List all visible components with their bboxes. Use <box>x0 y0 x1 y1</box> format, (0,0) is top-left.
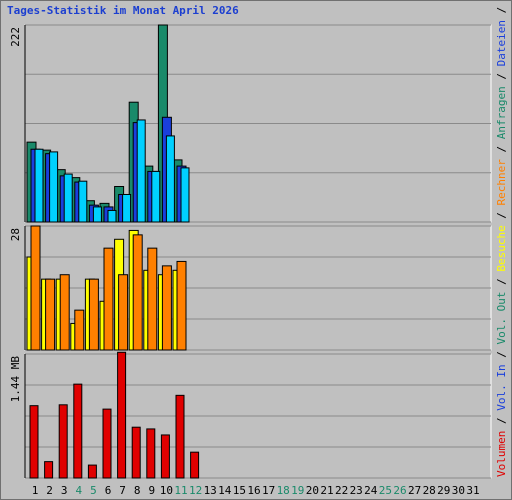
bar-volume-volumen-day-2 <box>44 461 54 479</box>
legend-separator: / <box>495 272 508 292</box>
x-tick-label-day-14: 14 <box>218 484 232 497</box>
bar-visits-rechner-day-8 <box>132 234 143 351</box>
bar-requests-seiten-day-9 <box>151 170 161 223</box>
x-tick-label-day-20: 20 <box>306 484 319 497</box>
bar-requests-seiten-day-10 <box>165 135 175 223</box>
bar-requests-seiten-day-3 <box>63 173 73 223</box>
y-max-label-volume: 1.44 MB <box>9 356 22 403</box>
bar-volume-volumen-day-4 <box>73 383 83 479</box>
bar-visits-rechner-day-9 <box>147 247 158 351</box>
bar-volume-volumen-day-1 <box>29 405 39 479</box>
x-tick-label-day-18: 18 <box>277 484 290 497</box>
x-tick-label-day-22: 22 <box>335 484 348 497</box>
bar-visits-rechner-day-2 <box>45 278 56 351</box>
x-tick-label-day-30: 30 <box>452 484 465 497</box>
x-tick-label-day-21: 21 <box>320 484 333 497</box>
x-tick-label-day-29: 29 <box>437 484 450 497</box>
legend-separator: / <box>495 1 508 20</box>
legend-item-volumen: Volumen <box>495 431 508 477</box>
bar-visits-rechner-day-6 <box>103 247 114 351</box>
x-tick-label-day-27: 27 <box>408 484 421 497</box>
x-tick-label-day-28: 28 <box>423 484 436 497</box>
legend-text: Volumen / Vol. In / Vol. Out / Besuche /… <box>495 1 508 477</box>
x-tick-label-day-24: 24 <box>364 484 378 497</box>
bar-visits-rechner-day-1 <box>30 225 41 351</box>
legend-separator: / <box>495 66 508 86</box>
x-tick-label-day-12: 12 <box>189 484 202 497</box>
legend-item-vol-out: Vol. Out <box>495 292 508 345</box>
x-tick-label-day-1: 1 <box>32 484 39 497</box>
x-tick-label-day-13: 13 <box>204 484 217 497</box>
bar-volume-volumen-day-3 <box>58 404 68 479</box>
bar-volume-volumen-day-5 <box>87 464 97 479</box>
bar-requests-seiten-day-4 <box>78 180 88 223</box>
x-tick-label-day-11: 11 <box>174 484 187 497</box>
bar-requests-seiten-day-7 <box>122 193 132 223</box>
bar-volume-volumen-day-7 <box>117 351 127 479</box>
legend-item-besuche: Besuche <box>495 225 508 271</box>
bar-volume-volumen-day-12 <box>190 451 200 479</box>
x-tick-label-day-31: 31 <box>466 484 479 497</box>
x-tick-label-day-25: 25 <box>379 484 392 497</box>
bar-volume-volumen-day-11 <box>175 394 185 479</box>
x-tick-label-day-2: 2 <box>46 484 53 497</box>
chart-title: Tages-Statistik im Monat April 2026 <box>7 4 239 17</box>
x-tick-label-day-8: 8 <box>134 484 141 497</box>
bar-requests-seiten-day-2 <box>49 151 59 223</box>
bar-visits-rechner-day-5 <box>88 278 99 351</box>
x-tick-label-day-19: 19 <box>291 484 304 497</box>
legend-item-vol-in: Vol. In <box>495 364 508 410</box>
x-tick-label-day-15: 15 <box>233 484 246 497</box>
bar-volume-volumen-day-10 <box>160 434 170 479</box>
x-tick-label-day-17: 17 <box>262 484 275 497</box>
x-tick-label-day-3: 3 <box>61 484 68 497</box>
legend-item-dateien: Dateien <box>495 20 508 66</box>
bar-requests-seiten-day-11 <box>180 167 190 223</box>
x-tick-label-day-7: 7 <box>119 484 126 497</box>
bar-requests-seiten-day-1 <box>34 148 44 223</box>
bar-visits-rechner-day-4 <box>74 309 85 351</box>
y-max-label-requests: 222 <box>9 27 22 47</box>
x-tick-label-day-23: 23 <box>350 484 363 497</box>
bar-volume-volumen-day-9 <box>146 428 156 479</box>
x-tick-label-day-5: 5 <box>90 484 97 497</box>
bar-volume-volumen-day-8 <box>131 426 141 479</box>
legend-item-anfragen: Anfragen <box>495 86 508 139</box>
legend-separator: / <box>495 411 508 431</box>
bar-visits-rechner-day-3 <box>59 274 70 351</box>
bar-requests-seiten-day-5 <box>92 206 102 223</box>
bar-requests-seiten-day-6 <box>107 209 117 223</box>
legend-item-rechner: Rechner <box>495 159 508 206</box>
bar-requests-seiten-day-8 <box>136 119 146 223</box>
x-tick-label-day-26: 26 <box>393 484 406 497</box>
x-tick-label-day-6: 6 <box>105 484 112 497</box>
x-tick-label-day-16: 16 <box>247 484 260 497</box>
legend-separator: / <box>495 139 508 159</box>
bar-visits-rechner-day-11 <box>176 260 187 351</box>
x-tick-label-day-4: 4 <box>75 484 82 497</box>
legend-separator: / <box>495 205 508 225</box>
x-tick-label-day-9: 9 <box>148 484 155 497</box>
bar-volume-volumen-day-6 <box>102 408 112 479</box>
legend-separator: / <box>495 345 508 365</box>
bar-visits-rechner-day-10 <box>161 265 172 351</box>
y-max-label-visits: 28 <box>9 228 22 241</box>
bar-visits-rechner-day-7 <box>118 274 129 351</box>
x-tick-label-day-10: 10 <box>160 484 173 497</box>
